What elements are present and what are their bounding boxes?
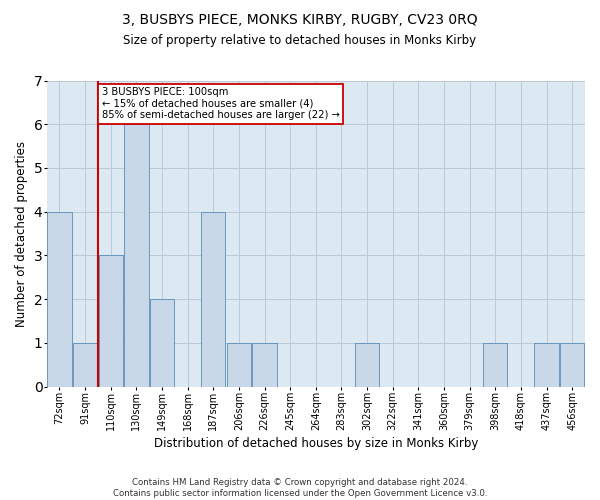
Bar (201, 212, 226, 386)
Bar (560, 343, 584, 386)
Y-axis label: Number of detached properties: Number of detached properties (15, 140, 28, 326)
Bar (47, 212, 71, 386)
Bar (227, 343, 251, 386)
X-axis label: Distribution of detached houses by size in Monks Kirby: Distribution of detached houses by size … (154, 437, 478, 450)
Bar (150, 299, 174, 386)
Bar (483, 343, 508, 386)
Bar (73, 343, 97, 386)
Text: Contains HM Land Registry data © Crown copyright and database right 2024.
Contai: Contains HM Land Registry data © Crown c… (113, 478, 487, 498)
Bar (253, 343, 277, 386)
Bar (124, 124, 149, 386)
Text: 3 BUSBYS PIECE: 100sqm
← 15% of detached houses are smaller (4)
85% of semi-deta: 3 BUSBYS PIECE: 100sqm ← 15% of detached… (102, 87, 340, 120)
Bar (355, 343, 379, 386)
Text: 3, BUSBYS PIECE, MONKS KIRBY, RUGBY, CV23 0RQ: 3, BUSBYS PIECE, MONKS KIRBY, RUGBY, CV2… (122, 12, 478, 26)
Text: Size of property relative to detached houses in Monks Kirby: Size of property relative to detached ho… (124, 34, 476, 47)
Bar (535, 343, 559, 386)
Bar (98, 256, 123, 386)
